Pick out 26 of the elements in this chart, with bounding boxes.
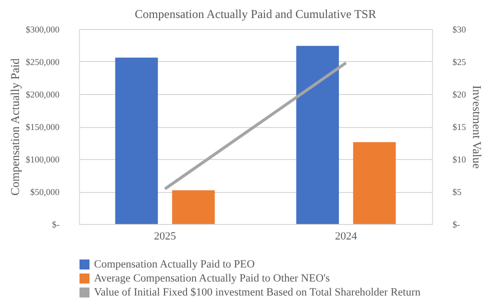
y2-tick-label: $25 xyxy=(452,57,466,67)
y2-tick-label: $15 xyxy=(452,122,466,132)
y-tick-label: $150,000 xyxy=(26,122,60,132)
y2-axis-title: Investment Value xyxy=(470,85,484,169)
y-tick-label: $100,000 xyxy=(26,154,60,164)
x-tick-label: 2025 xyxy=(154,230,176,242)
legend-label: Value of Initial Fixed $100 investment Based on Total Shareholder Return xyxy=(94,286,422,298)
y2-tick-label: $30 xyxy=(452,24,466,34)
bar xyxy=(172,190,215,224)
y-tick-label: $- xyxy=(52,220,60,230)
bar xyxy=(353,142,396,224)
y-tick-label: $50,000 xyxy=(30,187,60,197)
bar xyxy=(115,58,158,224)
chart-title: Compensation Actually Paid and Cumulative TSR xyxy=(134,7,376,21)
y-tick-label: $200,000 xyxy=(26,90,60,100)
y2-tick-label: $- xyxy=(452,220,460,230)
bar xyxy=(296,46,339,224)
y2-tick-label: $5 xyxy=(452,187,462,197)
x-tick-label: 2024 xyxy=(335,230,358,242)
legend-label: Compensation Actually Paid to PEO xyxy=(94,258,255,270)
y-axis-title: Compensation Actually Paid xyxy=(8,58,22,196)
y2-tick-label: $20 xyxy=(452,90,466,100)
y-tick-label: $250,000 xyxy=(26,57,60,67)
y-tick-label: $300,000 xyxy=(26,24,60,34)
y2-tick-label: $10 xyxy=(452,154,466,164)
legend-label: Average Compensation Actually Paid to Other NEO's xyxy=(94,272,330,284)
